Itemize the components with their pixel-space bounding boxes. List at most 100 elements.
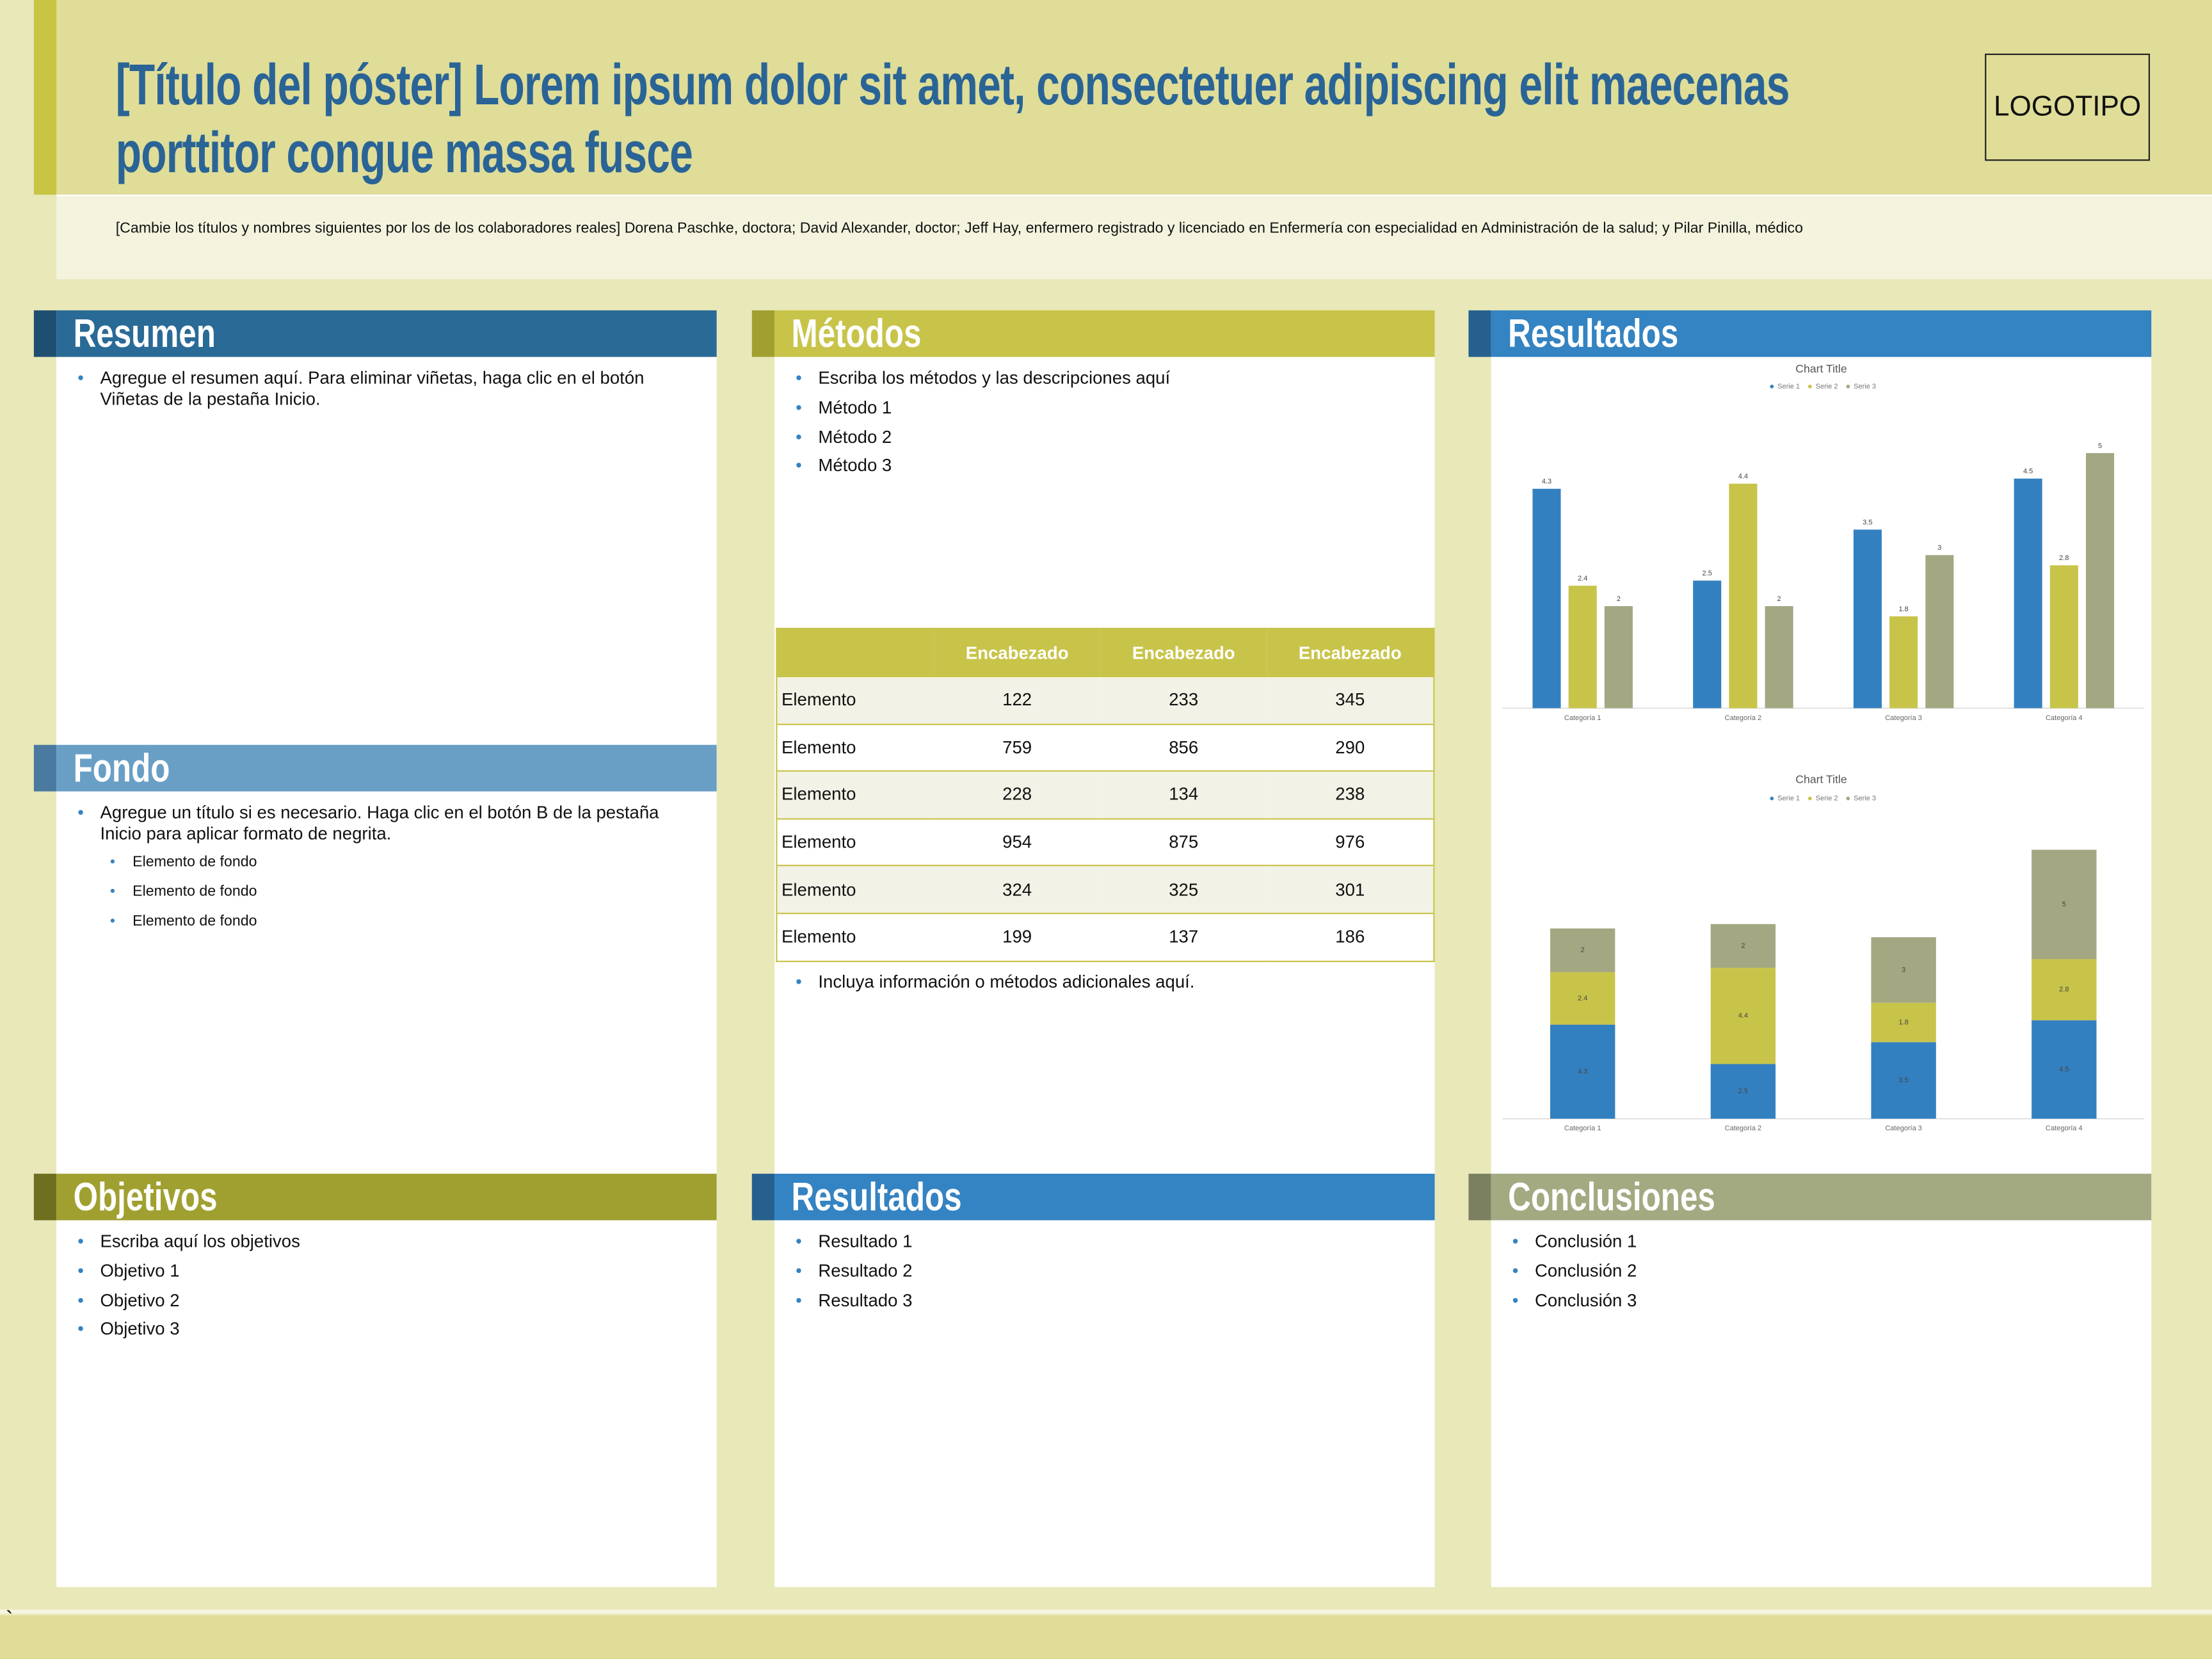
table-cell: 856 [1100, 723, 1267, 771]
x-tick-label: Categoría 4 [2046, 1125, 2083, 1132]
heading-text: Objetivos [73, 1174, 218, 1219]
legend-label: Serie 1 [1777, 794, 1800, 802]
table-cell: 976 [1267, 817, 1434, 867]
bullet-item: Escriba los métodos y las descripciones … [794, 368, 1415, 389]
footer-mark: ` [5, 1608, 13, 1633]
table-cell: 325 [1100, 865, 1267, 914]
panel-heading: Fondo [56, 744, 717, 792]
bullet-list: Escriba aquí los objetivos Objetivo 1 Obje… [76, 1231, 697, 1349]
table-cell: Elemento [776, 817, 934, 867]
heading-text: Resultados [791, 1174, 962, 1219]
legend-label: Serie 3 [1854, 383, 1876, 390]
heading-square [1468, 310, 1491, 357]
heading-square [1468, 1173, 1491, 1221]
legend-swatch [1807, 796, 1812, 801]
bullet-list: Agregue el resumen aquí. Para eliminar v… [76, 368, 683, 419]
data-label: 2.8 [2059, 986, 2069, 993]
table-row: Elemento 324 325 301 [776, 865, 1434, 914]
table-cell: Elemento [776, 723, 934, 771]
panel-heading: Objetivos [56, 1173, 717, 1221]
data-label: 4.5 [2059, 1066, 2069, 1073]
x-tick-label: Categoría 1 [1564, 714, 1601, 722]
bar [2014, 478, 2042, 709]
bullet-item: Resultado 3 [794, 1290, 1415, 1311]
heading-text: Fondo [73, 746, 170, 790]
bullet-item: Agregue un título si es necesario. Haga … [76, 803, 697, 845]
sub-bullet-list: Elemento de fondo Elemento de fondo Elemen… [109, 852, 673, 941]
bar-segment [1710, 968, 1776, 1064]
bullet-item: Método 1 [794, 397, 1415, 419]
table-cell: 954 [934, 817, 1101, 867]
bullet-item: Objetivo 3 [76, 1320, 697, 1341]
bar-segment [2032, 849, 2097, 959]
table-row: Elemento 954 875 976 [776, 817, 1434, 867]
table-row: Elemento 228 134 238 [776, 770, 1434, 819]
header-cell [776, 628, 934, 677]
bar-segment [1710, 924, 1776, 968]
header-cell: Encabezado [1267, 628, 1434, 677]
heading-text: Conclusiones [1508, 1174, 1715, 1219]
table-cell: Elemento [776, 770, 934, 819]
table-cell: 186 [1267, 912, 1434, 961]
bullet-item: Conclusión 1 [1511, 1231, 2132, 1253]
table-cell: Elemento [776, 912, 934, 961]
data-label: 2.5 [1703, 570, 1712, 577]
bullet-list: Escriba los métodos y las descripciones … [794, 368, 1415, 485]
chart-title: Chart Title [1795, 773, 1847, 786]
x-tick-label: Categoría 3 [1885, 1125, 1922, 1132]
poster-title: [Título del póster] Lorem ipsum dolor si… [115, 52, 1790, 185]
data-label: 1.8 [1898, 605, 1908, 613]
header-band [56, 0, 2212, 195]
bar-segment [2032, 1020, 2097, 1119]
data-label: 2.5 [1738, 1087, 1748, 1095]
data-label: 2 [1617, 595, 1621, 603]
data-label: 2.4 [1578, 995, 1587, 1002]
data-label: 3 [1937, 544, 1941, 552]
heading-text: Métodos [791, 312, 922, 356]
bar [1853, 529, 1882, 709]
table-cell: 122 [934, 675, 1101, 724]
data-label: 2 [1777, 595, 1781, 603]
x-tick-label: Categoría 4 [2046, 714, 2083, 722]
panel-heading: Resultados [1491, 310, 2152, 357]
bar-segment [1550, 928, 1615, 972]
legend-label: Serie 2 [1816, 383, 1838, 390]
legend-swatch [1770, 796, 1774, 801]
bar-segment [2032, 959, 2097, 1021]
legend-swatch [1846, 796, 1850, 801]
bullet-item: Incluya información o métodos adicionale… [794, 972, 1415, 993]
table-cell: Elemento [776, 865, 934, 914]
bullet-item: Conclusión 3 [1511, 1290, 2132, 1311]
charts: Chart Title Serie 1 Serie 2 Serie 3 Categorí… [1502, 362, 2145, 1132]
bullet-item: Resultado 1 [794, 1231, 1415, 1253]
data-label: 1.8 [1898, 1018, 1908, 1026]
table-cell: 875 [1100, 817, 1267, 867]
bullet-item: Objetivo 1 [76, 1261, 697, 1282]
header-cell: Encabezado [934, 628, 1101, 677]
table-cell: 290 [1267, 723, 1434, 771]
bullet-item: Método 2 [794, 427, 1415, 448]
x-tick-label: Categoría 3 [1885, 714, 1922, 722]
table-row: Elemento 199 137 186 [776, 912, 1434, 961]
data-label: 3.5 [1863, 518, 1872, 526]
heading-square [33, 310, 57, 357]
panel-heading: Resumen [56, 310, 717, 357]
bar [1765, 606, 1793, 709]
legend-swatch [1807, 385, 1812, 389]
heading-square [33, 744, 57, 792]
bullet-item: Objetivo 2 [76, 1290, 697, 1311]
bar [1693, 581, 1722, 709]
legend-swatch [1846, 385, 1850, 389]
authors: [Cambie los títulos y nombres siguientes… [115, 220, 1803, 237]
bullet-item: Resultado 2 [794, 1261, 1415, 1282]
bar [2049, 565, 2078, 709]
data-label: 4.4 [1738, 473, 1748, 481]
data-label: 4.4 [1738, 1012, 1748, 1020]
heading-text: Resultados [1508, 312, 1679, 356]
bar [1729, 483, 1758, 709]
bullet-list: Conclusión 1 Conclusión 2 Conclusión 3 [1511, 1231, 2132, 1320]
bullet-list: Incluya información o métodos adicionale… [794, 972, 1415, 1002]
table-row: Elemento 122 233 345 [776, 675, 1434, 724]
legend-label: Serie 2 [1816, 794, 1838, 802]
